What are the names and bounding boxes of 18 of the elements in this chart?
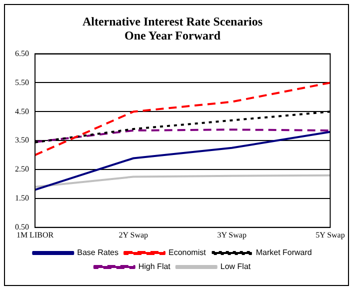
legend-label: Economist <box>168 248 207 258</box>
chart-title: Alternative Interest Rate Scenarios One Year Forward <box>82 14 263 43</box>
y-tick-label: 6.50 <box>15 48 29 58</box>
line-series <box>34 82 332 156</box>
x-tick-label: 1M LIBOR <box>16 230 54 240</box>
y-tick-label: 0.50 <box>15 222 29 232</box>
legend-label: High Flat <box>138 262 172 272</box>
legend-label: Market Forward <box>256 248 312 258</box>
y-tick-label: 2.50 <box>15 164 29 174</box>
y-tick-label: 1.50 <box>15 194 29 203</box>
x-tick-label: 2Y Swap <box>118 230 148 240</box>
y-tick-label: 4.50 <box>15 106 29 116</box>
x-tick-label: 3Y Swap <box>217 230 246 240</box>
x-tick-label: 5Y Swap <box>316 230 345 240</box>
y-tick-label: 3.50 <box>15 136 29 145</box>
legend-label: Base Rates <box>77 248 118 258</box>
legend-label: Low Flat <box>220 262 252 272</box>
y-tick-label: 5.50 <box>15 78 29 87</box>
